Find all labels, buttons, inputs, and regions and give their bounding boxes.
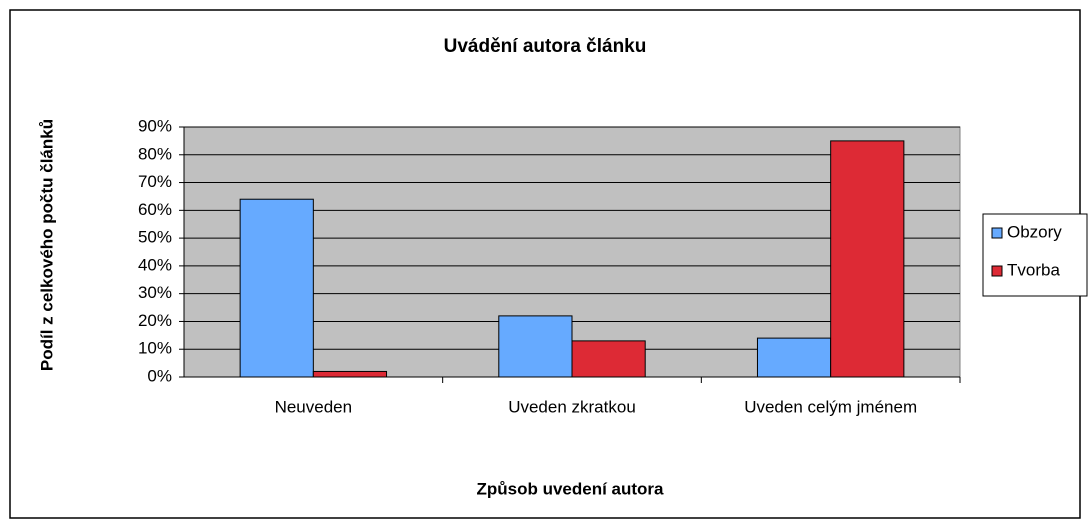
y-tick-label: 10% [138, 339, 172, 358]
legend-swatch [991, 265, 1003, 277]
y-tick-label: 0% [147, 366, 172, 385]
legend-swatch [991, 227, 1003, 239]
y-tick-label: 80% [138, 144, 172, 163]
y-tick-label: 30% [138, 283, 172, 302]
chart-title: Uvádění autora článku [444, 36, 647, 57]
y-axis-title: Podíl z celkového počtu článků [37, 119, 56, 371]
legend-label: Obzory [1007, 222, 1062, 241]
x-tick-label: Uveden zkratkou [508, 397, 636, 416]
bar [239, 198, 314, 378]
y-tick-label: 40% [138, 255, 172, 274]
legend-label: Tvorba [1007, 260, 1060, 279]
y-tick-label: 50% [138, 228, 172, 247]
bar [571, 340, 646, 378]
x-axis-title: Způsob uvedení autora [476, 479, 664, 498]
x-tick-label: Uveden celým jménem [744, 397, 917, 416]
bar [830, 140, 905, 378]
bar [498, 315, 573, 378]
y-tick-label: 90% [138, 116, 172, 135]
bar [756, 337, 832, 378]
bar [312, 370, 388, 378]
x-tick-label: Neuveden [275, 397, 353, 416]
y-tick-label: 20% [138, 311, 172, 330]
y-tick-label: 60% [138, 200, 172, 219]
y-tick-label: 70% [138, 172, 172, 191]
